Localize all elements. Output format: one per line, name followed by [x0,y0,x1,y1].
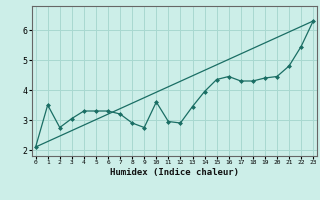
X-axis label: Humidex (Indice chaleur): Humidex (Indice chaleur) [110,168,239,177]
